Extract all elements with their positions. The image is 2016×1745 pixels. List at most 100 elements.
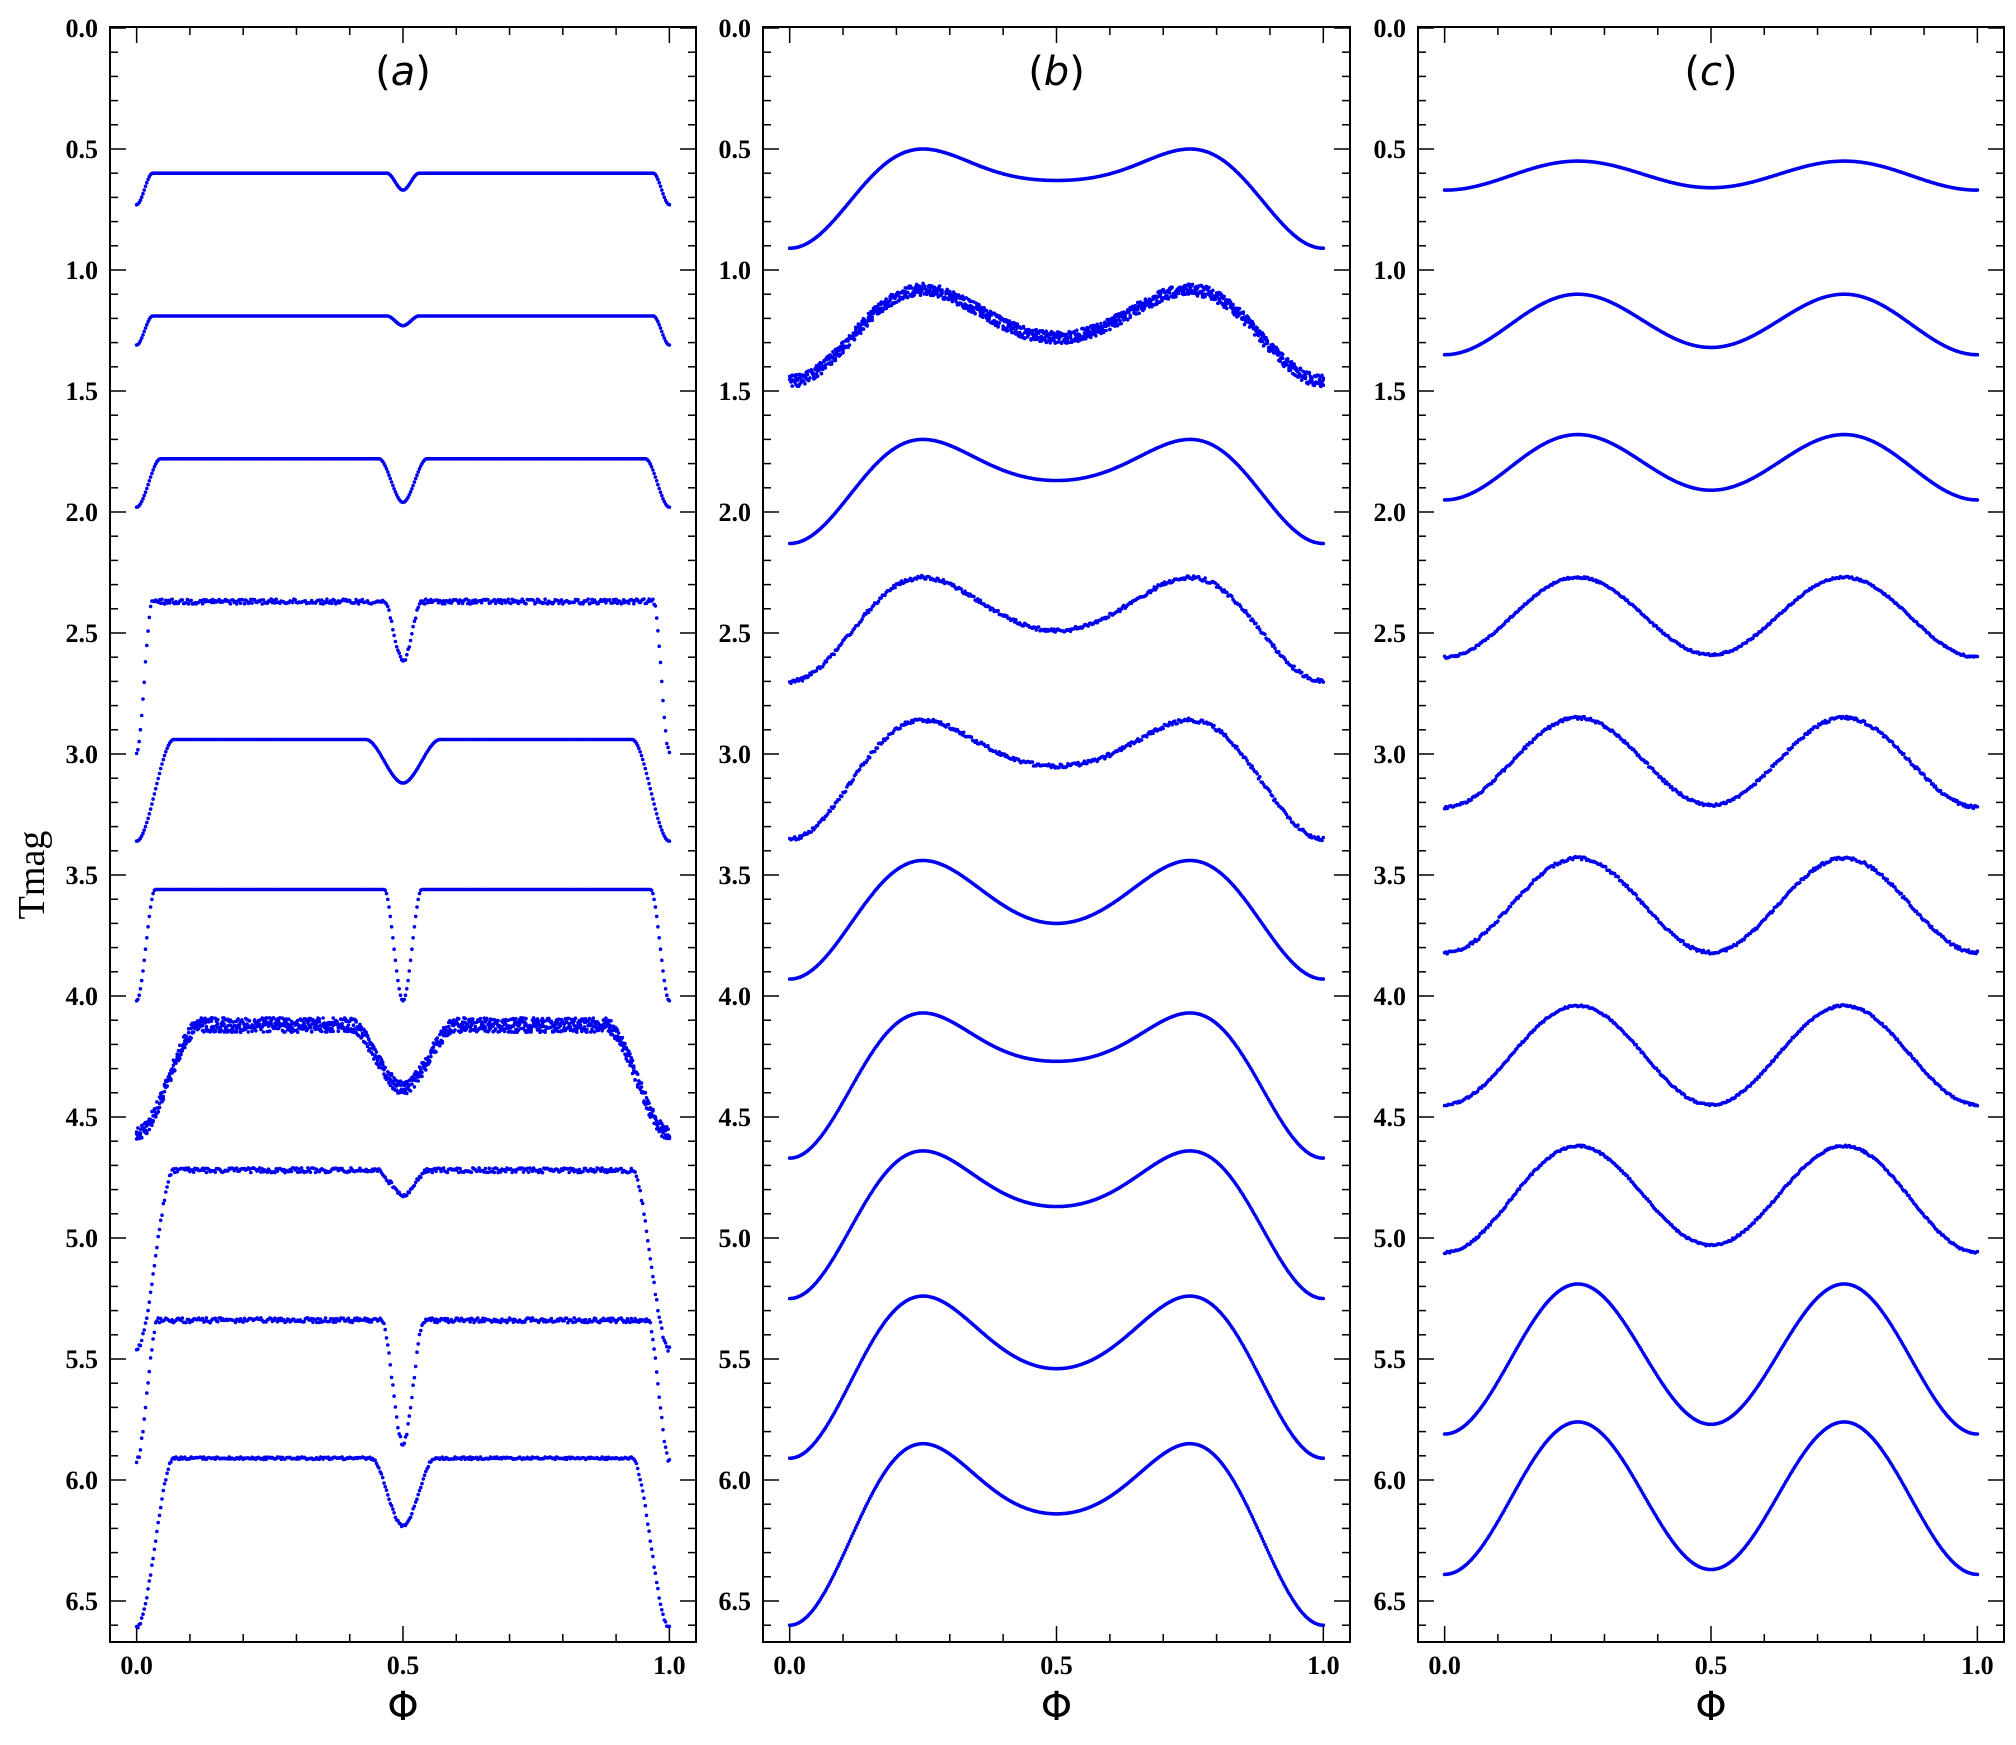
data-point	[417, 891, 422, 896]
x-tick-label: 0.0	[120, 1651, 153, 1680]
data-point	[667, 839, 672, 843]
data-point	[161, 1097, 166, 1101]
data-point	[145, 180, 149, 185]
data-point	[653, 1115, 658, 1119]
data-point	[502, 1029, 507, 1034]
data-point	[167, 601, 172, 605]
data-point	[138, 339, 143, 343]
data-point	[643, 766, 648, 771]
data-point	[413, 1364, 418, 1369]
data-point	[651, 468, 655, 472]
data-point	[408, 1089, 413, 1093]
data-point	[417, 467, 422, 471]
data-point	[658, 947, 663, 951]
data-point	[662, 336, 667, 340]
data-point	[330, 601, 334, 606]
data-point	[309, 1029, 314, 1033]
data-point	[235, 1166, 239, 1170]
data-point	[145, 1316, 149, 1320]
data-point	[446, 1024, 451, 1029]
data-point	[152, 1263, 157, 1268]
data-point	[644, 771, 649, 776]
data-point	[656, 482, 660, 487]
data-point	[387, 473, 391, 478]
data-point	[656, 629, 660, 633]
data-point	[156, 776, 160, 781]
data-point	[143, 490, 148, 495]
data-point	[158, 766, 163, 771]
data-point	[138, 1131, 143, 1135]
data-point	[658, 660, 663, 665]
data-point	[250, 601, 254, 605]
data-point	[657, 936, 661, 940]
data-point	[148, 604, 153, 609]
data-point	[667, 343, 672, 347]
data-point	[213, 1028, 218, 1033]
data-point	[506, 597, 511, 602]
y-tick-label: 2.5	[66, 619, 99, 648]
data-point	[430, 1170, 435, 1175]
data-point	[415, 1350, 419, 1354]
data-point	[408, 1405, 413, 1410]
data-point	[151, 891, 155, 896]
data-point	[473, 1024, 478, 1029]
data-point	[323, 1316, 328, 1320]
data-point	[657, 323, 661, 327]
data-point	[408, 490, 413, 494]
data-point	[166, 1467, 171, 1472]
data-point	[136, 747, 140, 752]
data-point	[656, 925, 660, 929]
y-tick-label: 4.0	[66, 982, 99, 1011]
data-point	[386, 1343, 390, 1347]
data-point	[648, 1320, 653, 1325]
panel-a: 0.00.51.01.52.02.53.03.54.04.55.05.56.06…	[66, 14, 697, 1730]
data-point	[493, 1027, 498, 1031]
data-point	[179, 1052, 183, 1057]
data-point	[164, 1478, 168, 1482]
light-curve-4	[134, 597, 672, 756]
data-point	[411, 936, 415, 940]
data-point	[151, 1337, 155, 1341]
data-point	[317, 1019, 322, 1024]
data-point	[254, 1029, 258, 1033]
data-point	[141, 1331, 145, 1336]
data-point	[383, 1327, 388, 1332]
data-point	[590, 1027, 594, 1031]
data-point	[653, 905, 658, 909]
data-point	[651, 1337, 655, 1342]
data-point	[558, 1023, 563, 1028]
data-point	[172, 1068, 177, 1072]
data-point	[657, 820, 661, 825]
data-point	[665, 993, 669, 997]
data-point	[142, 329, 146, 334]
data-point	[663, 987, 668, 991]
data-point	[142, 958, 146, 963]
data-point	[660, 493, 664, 498]
data-point	[573, 1016, 578, 1020]
data-point	[340, 1021, 344, 1026]
data-point	[160, 1497, 164, 1501]
data-point	[392, 1394, 396, 1398]
data-point	[158, 1218, 163, 1223]
data-point	[153, 786, 158, 791]
data-point	[416, 1079, 421, 1083]
data-point	[141, 333, 145, 337]
data-point	[216, 1017, 220, 1022]
data-point	[134, 751, 139, 756]
data-point	[412, 1183, 417, 1188]
data-point	[180, 1316, 185, 1320]
data-point	[661, 333, 665, 337]
data-point	[141, 1429, 145, 1434]
data-point	[137, 739, 141, 744]
data-point	[492, 1170, 497, 1175]
y-tick-label: 3.5	[66, 861, 99, 890]
data-point	[158, 1505, 163, 1510]
data-point	[150, 1563, 154, 1567]
data-point	[152, 1547, 157, 1552]
data-point	[236, 1017, 240, 1021]
data-point	[412, 1085, 417, 1089]
data-point	[657, 180, 661, 185]
data-point	[413, 914, 418, 919]
data-point	[416, 1178, 421, 1182]
